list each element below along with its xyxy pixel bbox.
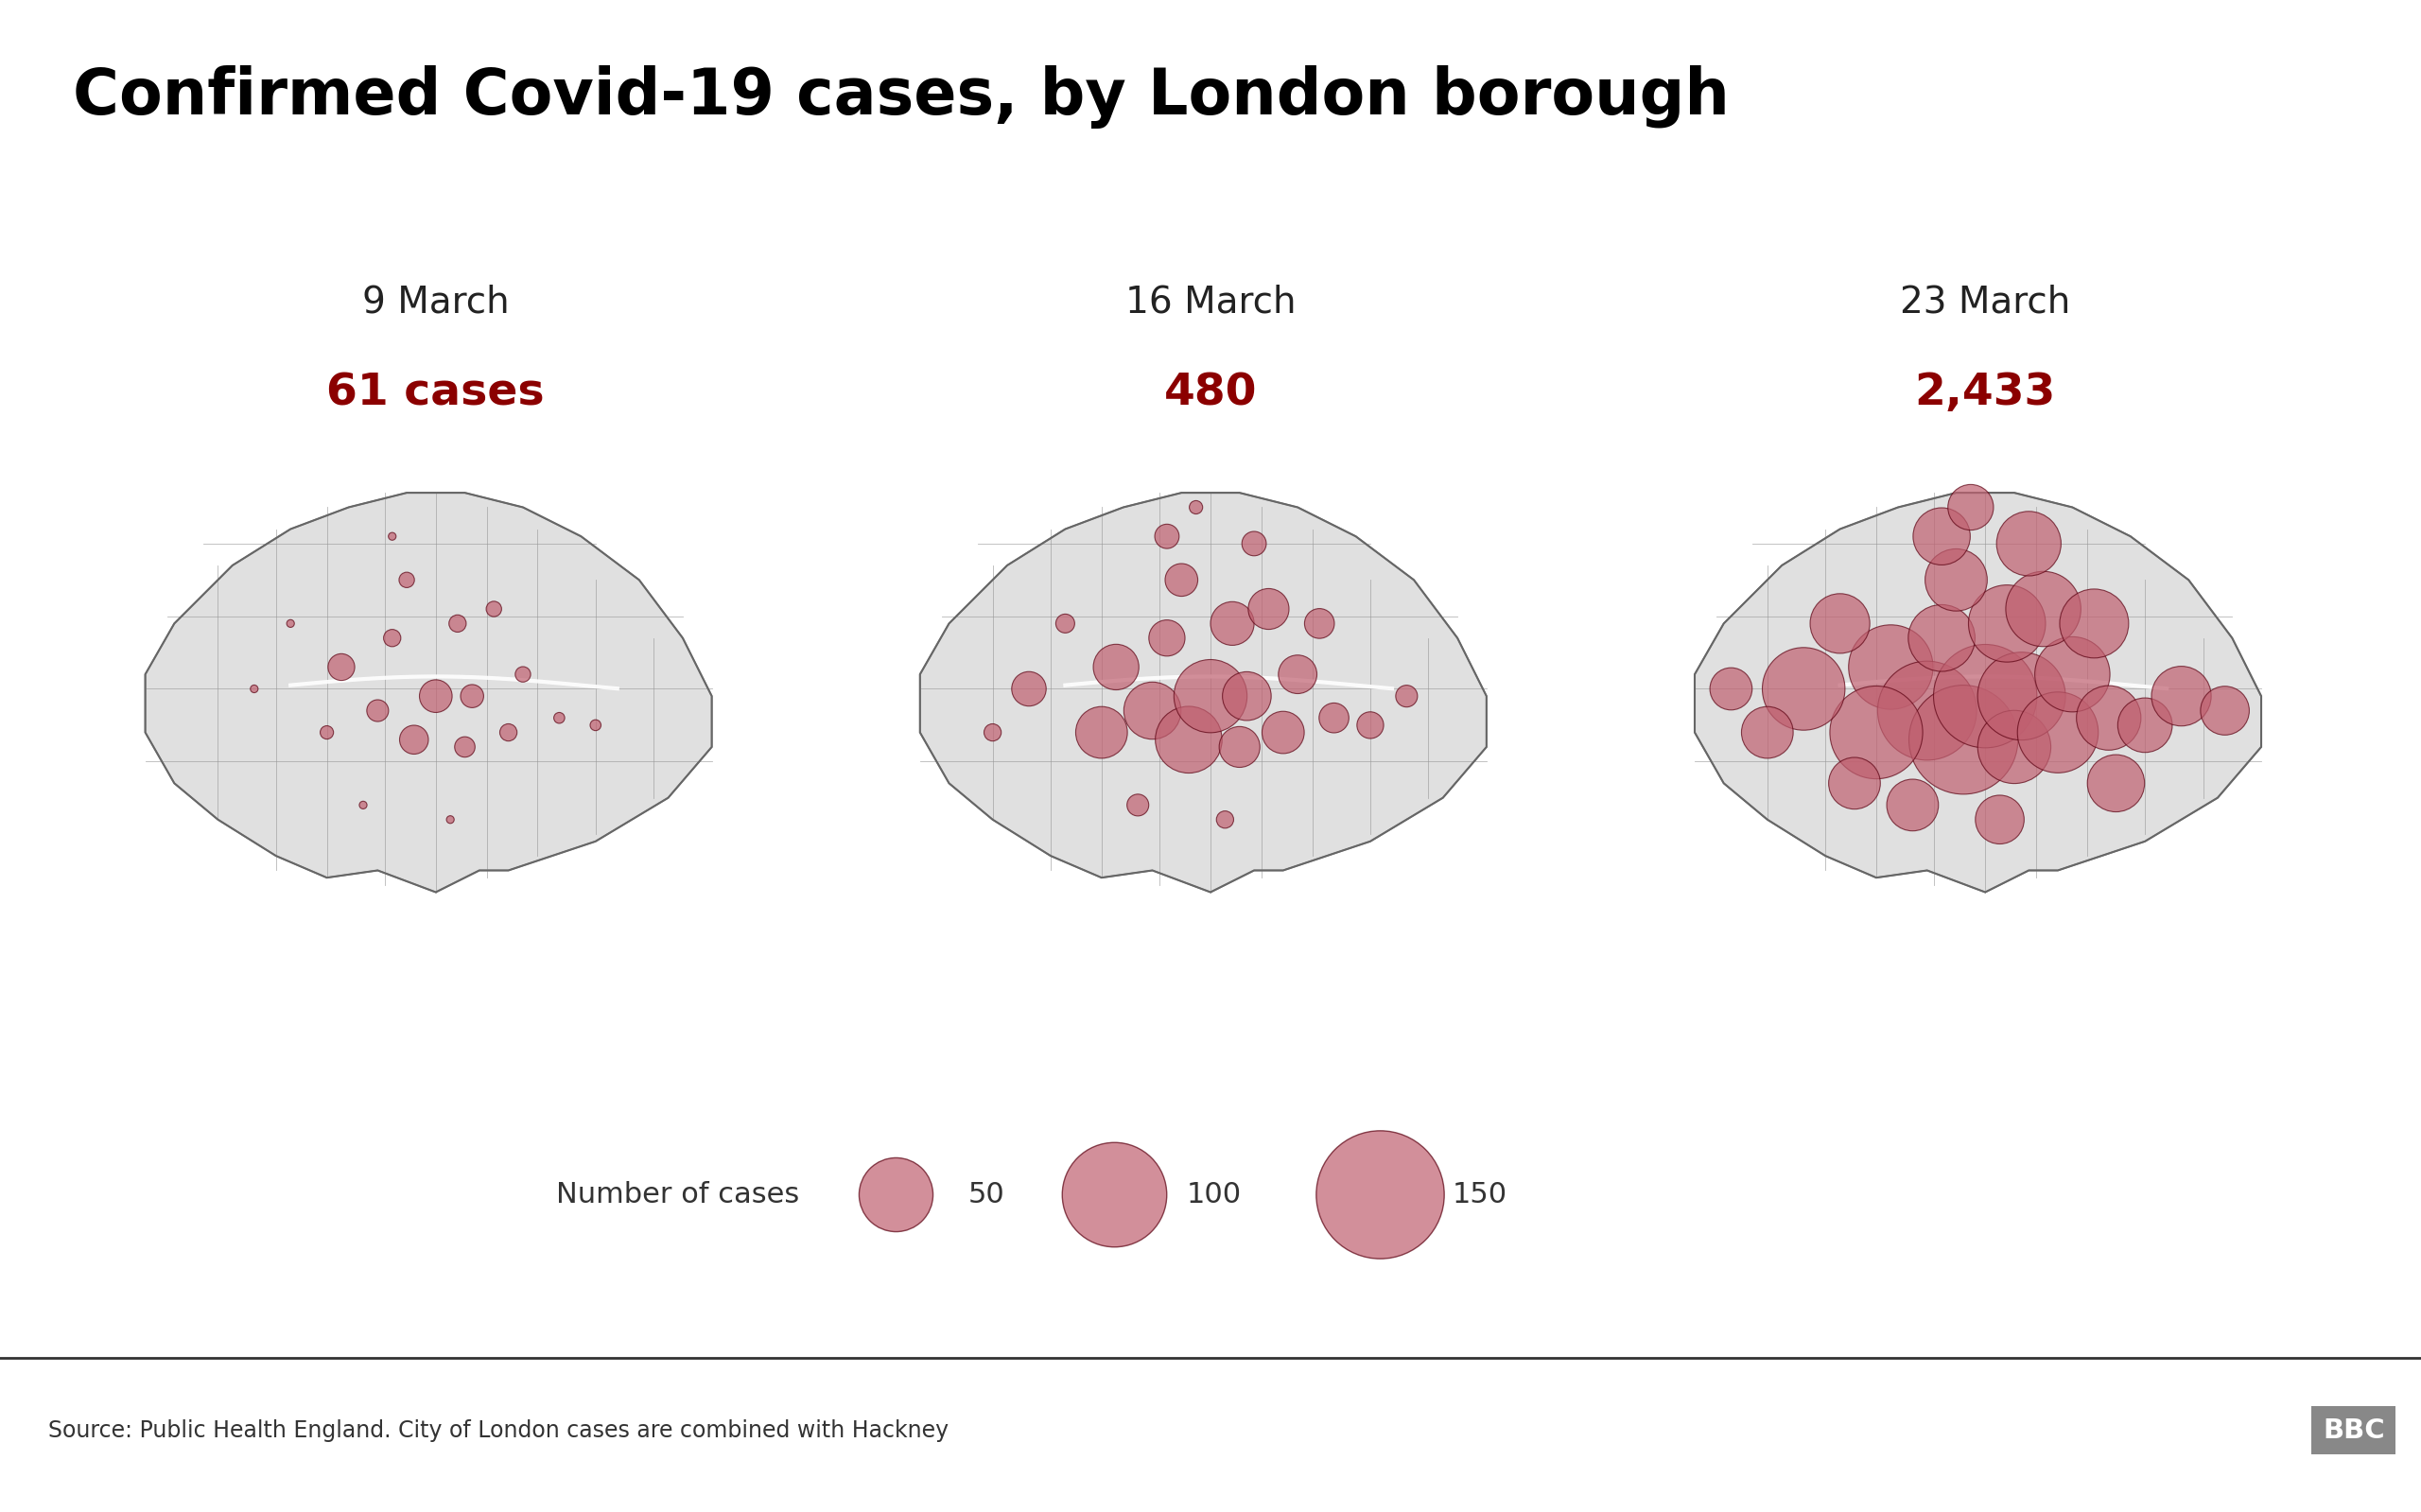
Circle shape xyxy=(1934,644,2036,748)
Circle shape xyxy=(320,726,334,739)
Circle shape xyxy=(591,720,600,730)
Circle shape xyxy=(1189,500,1203,514)
Circle shape xyxy=(2087,754,2145,812)
Circle shape xyxy=(1394,685,1419,708)
Circle shape xyxy=(1968,585,2046,662)
Text: 480: 480 xyxy=(1165,372,1256,414)
Circle shape xyxy=(1997,511,2060,576)
Circle shape xyxy=(1741,706,1794,759)
Circle shape xyxy=(1220,727,1259,768)
Circle shape xyxy=(249,685,259,692)
Circle shape xyxy=(1811,594,1869,653)
Circle shape xyxy=(366,700,390,721)
Circle shape xyxy=(1165,564,1198,596)
Circle shape xyxy=(1886,779,1939,832)
Circle shape xyxy=(554,712,564,723)
Text: 23 March: 23 March xyxy=(1900,284,2070,321)
Circle shape xyxy=(2034,637,2111,712)
Circle shape xyxy=(286,620,295,627)
Circle shape xyxy=(983,724,1002,741)
Polygon shape xyxy=(1695,493,2261,892)
Circle shape xyxy=(1056,614,1075,634)
Circle shape xyxy=(1978,652,2065,739)
Text: 2,433: 2,433 xyxy=(1915,372,2055,414)
Text: 150: 150 xyxy=(1453,1181,1508,1208)
Circle shape xyxy=(1012,671,1046,706)
Circle shape xyxy=(1155,706,1223,773)
Circle shape xyxy=(1075,706,1128,759)
Circle shape xyxy=(419,680,453,712)
Text: 16 March: 16 March xyxy=(1126,284,1295,321)
Circle shape xyxy=(1913,508,1971,565)
Text: 9 March: 9 March xyxy=(363,284,508,321)
Circle shape xyxy=(1830,686,1922,779)
Point xyxy=(1361,1182,1399,1207)
Circle shape xyxy=(1210,602,1254,646)
Circle shape xyxy=(1908,605,1976,671)
Circle shape xyxy=(1319,703,1348,733)
Text: Number of cases: Number of cases xyxy=(557,1181,799,1208)
Text: Confirmed Covid-19 cases, by London borough: Confirmed Covid-19 cases, by London boro… xyxy=(73,65,1729,129)
Circle shape xyxy=(1949,484,1992,531)
Circle shape xyxy=(1242,531,1266,556)
Circle shape xyxy=(1976,795,2024,844)
Circle shape xyxy=(1762,647,1845,730)
Circle shape xyxy=(399,572,414,588)
Circle shape xyxy=(2201,686,2249,735)
Circle shape xyxy=(448,615,467,632)
Point xyxy=(876,1182,915,1207)
Circle shape xyxy=(387,532,397,540)
Circle shape xyxy=(2152,667,2210,726)
Circle shape xyxy=(2077,685,2140,750)
Circle shape xyxy=(499,724,518,741)
Text: 61 cases: 61 cases xyxy=(327,372,545,414)
Circle shape xyxy=(460,685,484,708)
Circle shape xyxy=(1908,685,2019,794)
Circle shape xyxy=(2017,692,2099,773)
Circle shape xyxy=(1278,655,1317,694)
Polygon shape xyxy=(920,493,1486,892)
Circle shape xyxy=(1249,588,1288,629)
Polygon shape xyxy=(145,493,712,892)
Circle shape xyxy=(1850,624,1932,709)
Circle shape xyxy=(455,736,475,758)
Circle shape xyxy=(1126,794,1150,816)
Circle shape xyxy=(1223,671,1271,721)
Circle shape xyxy=(1094,644,1138,689)
Circle shape xyxy=(1150,620,1184,656)
Point xyxy=(1094,1182,1133,1207)
Circle shape xyxy=(487,602,501,617)
Circle shape xyxy=(2005,572,2082,647)
Circle shape xyxy=(1123,682,1181,739)
Circle shape xyxy=(1261,711,1305,753)
Circle shape xyxy=(2060,590,2128,658)
Circle shape xyxy=(1978,711,2051,783)
Circle shape xyxy=(1925,549,1988,611)
Circle shape xyxy=(1709,668,1753,711)
Circle shape xyxy=(1215,810,1235,829)
Text: 100: 100 xyxy=(1186,1181,1242,1208)
Text: Source: Public Health England. City of London cases are combined with Hackney: Source: Public Health England. City of L… xyxy=(48,1418,949,1442)
Circle shape xyxy=(2118,699,2172,753)
Circle shape xyxy=(327,653,356,680)
Circle shape xyxy=(1828,758,1881,809)
Circle shape xyxy=(1305,608,1334,638)
Circle shape xyxy=(1356,712,1385,738)
Circle shape xyxy=(445,815,455,824)
Circle shape xyxy=(516,667,530,682)
Circle shape xyxy=(1174,659,1247,733)
Text: 50: 50 xyxy=(968,1181,1005,1208)
Circle shape xyxy=(1155,525,1179,549)
Circle shape xyxy=(358,801,368,809)
Text: BBC: BBC xyxy=(2322,1417,2385,1444)
Circle shape xyxy=(1879,661,1976,761)
Circle shape xyxy=(399,726,429,754)
Circle shape xyxy=(383,629,402,647)
